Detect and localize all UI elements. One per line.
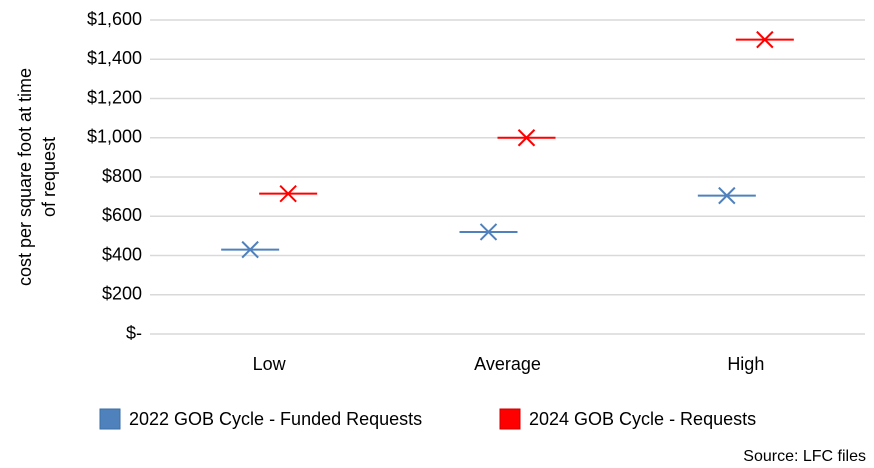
y-tick-label: $200 [102, 284, 142, 304]
y-tick-label: $1,000 [87, 127, 142, 147]
y-tick-label: $1,200 [87, 87, 142, 107]
marker-part [479, 223, 498, 241]
y-tick-label: $- [126, 323, 142, 343]
marker [221, 240, 280, 259]
x-tick-label: Low [253, 354, 287, 374]
y-axis-label: cost per square foot at time [15, 68, 35, 286]
y-tick-label: $1,400 [87, 48, 142, 68]
y-axis-label: of request [39, 137, 59, 217]
marker [697, 186, 756, 205]
marker [735, 30, 794, 49]
marker [497, 129, 556, 147]
y-tick-label: $800 [102, 166, 142, 186]
y-tick-label: $400 [102, 244, 142, 264]
marker-part [718, 186, 736, 205]
marker-part [756, 30, 774, 49]
legend-swatch [499, 408, 521, 430]
x-tick-label: High [727, 354, 764, 374]
marker-part [279, 184, 297, 203]
marker-part [517, 129, 536, 147]
marker [459, 223, 518, 241]
y-tick-label: $600 [102, 205, 142, 225]
marker-part [241, 240, 259, 259]
legend-swatch [99, 408, 121, 430]
legend-label: 2024 GOB Cycle - Requests [529, 409, 756, 429]
marker [259, 184, 318, 203]
y-tick-label: $1,600 [87, 9, 142, 29]
x-tick-label: Average [474, 354, 541, 374]
legend-label: 2022 GOB Cycle - Funded Requests [129, 409, 422, 429]
source-note: Source: LFC files [743, 448, 866, 465]
